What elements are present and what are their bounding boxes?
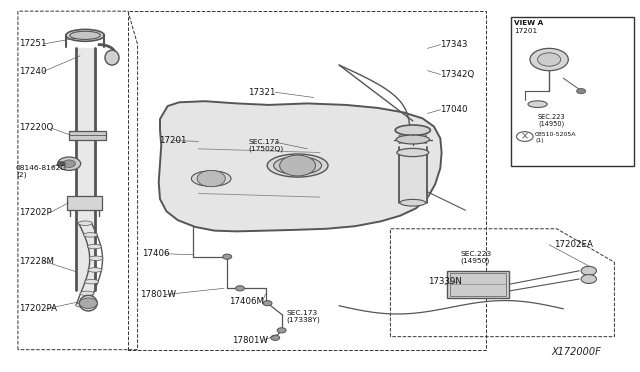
FancyBboxPatch shape <box>69 131 106 140</box>
Circle shape <box>581 266 596 275</box>
Ellipse shape <box>80 291 94 296</box>
Text: ×: × <box>521 132 529 141</box>
Circle shape <box>277 328 286 333</box>
Text: 17240: 17240 <box>19 67 47 76</box>
Text: 17202EA: 17202EA <box>554 240 593 249</box>
Text: 17201: 17201 <box>514 28 537 33</box>
Circle shape <box>63 160 76 167</box>
FancyBboxPatch shape <box>450 273 506 296</box>
Text: 17339N: 17339N <box>428 278 461 286</box>
Ellipse shape <box>83 232 97 237</box>
Circle shape <box>236 286 244 291</box>
Text: 17321: 17321 <box>248 88 276 97</box>
Text: SEC.173: SEC.173 <box>248 139 280 145</box>
Circle shape <box>197 170 225 187</box>
Ellipse shape <box>88 268 102 272</box>
Ellipse shape <box>191 171 231 186</box>
Circle shape <box>577 89 586 94</box>
Text: 08146-8162G: 08146-8162G <box>16 165 67 171</box>
FancyBboxPatch shape <box>447 271 509 298</box>
Circle shape <box>79 298 97 308</box>
Text: 17801W: 17801W <box>140 290 175 299</box>
Text: VIEW A: VIEW A <box>514 20 543 26</box>
Circle shape <box>223 254 232 259</box>
Ellipse shape <box>397 148 429 157</box>
Text: X172000F: X172000F <box>552 347 602 356</box>
Circle shape <box>538 53 561 66</box>
Ellipse shape <box>88 244 102 249</box>
Circle shape <box>263 301 272 306</box>
Ellipse shape <box>84 279 99 284</box>
Text: SEC.223: SEC.223 <box>461 251 492 257</box>
Polygon shape <box>159 101 442 231</box>
Text: 17201: 17201 <box>159 136 186 145</box>
Text: SEC.173: SEC.173 <box>287 310 318 316</box>
Text: 17040: 17040 <box>440 105 468 114</box>
Text: (14950): (14950) <box>538 120 565 127</box>
Ellipse shape <box>89 256 103 260</box>
Ellipse shape <box>528 101 547 108</box>
Ellipse shape <box>78 221 92 225</box>
Text: (17338Y): (17338Y) <box>287 317 321 323</box>
Text: (17502Q): (17502Q) <box>248 145 284 152</box>
Text: SEC.223: SEC.223 <box>538 114 566 120</box>
Text: 17343: 17343 <box>440 40 468 49</box>
Text: 17406: 17406 <box>142 249 170 258</box>
Text: 17220Q: 17220Q <box>19 124 54 132</box>
Ellipse shape <box>274 157 322 174</box>
Text: (14950): (14950) <box>461 257 490 264</box>
Text: 17202PA: 17202PA <box>19 304 57 313</box>
Ellipse shape <box>400 199 426 206</box>
Text: 17202P: 17202P <box>19 208 52 217</box>
Circle shape <box>271 335 280 340</box>
Text: 17228M: 17228M <box>19 257 54 266</box>
Circle shape <box>58 157 81 170</box>
FancyBboxPatch shape <box>511 17 634 166</box>
Text: 17251: 17251 <box>19 39 47 48</box>
Ellipse shape <box>396 135 429 144</box>
Text: 17342Q: 17342Q <box>440 70 475 79</box>
Ellipse shape <box>79 295 97 311</box>
Ellipse shape <box>76 303 90 307</box>
Ellipse shape <box>70 31 100 39</box>
Text: 08510-5205A: 08510-5205A <box>535 132 577 137</box>
Circle shape <box>530 48 568 71</box>
Circle shape <box>58 161 65 166</box>
Text: 17801W: 17801W <box>232 336 268 345</box>
Ellipse shape <box>396 125 431 135</box>
Text: 17406M: 17406M <box>229 297 264 306</box>
Ellipse shape <box>105 50 119 65</box>
FancyBboxPatch shape <box>67 196 102 210</box>
Circle shape <box>280 155 316 176</box>
Ellipse shape <box>66 29 104 41</box>
Text: (1): (1) <box>535 138 543 143</box>
Circle shape <box>581 275 596 283</box>
Text: (2): (2) <box>16 171 27 178</box>
Ellipse shape <box>268 154 328 177</box>
